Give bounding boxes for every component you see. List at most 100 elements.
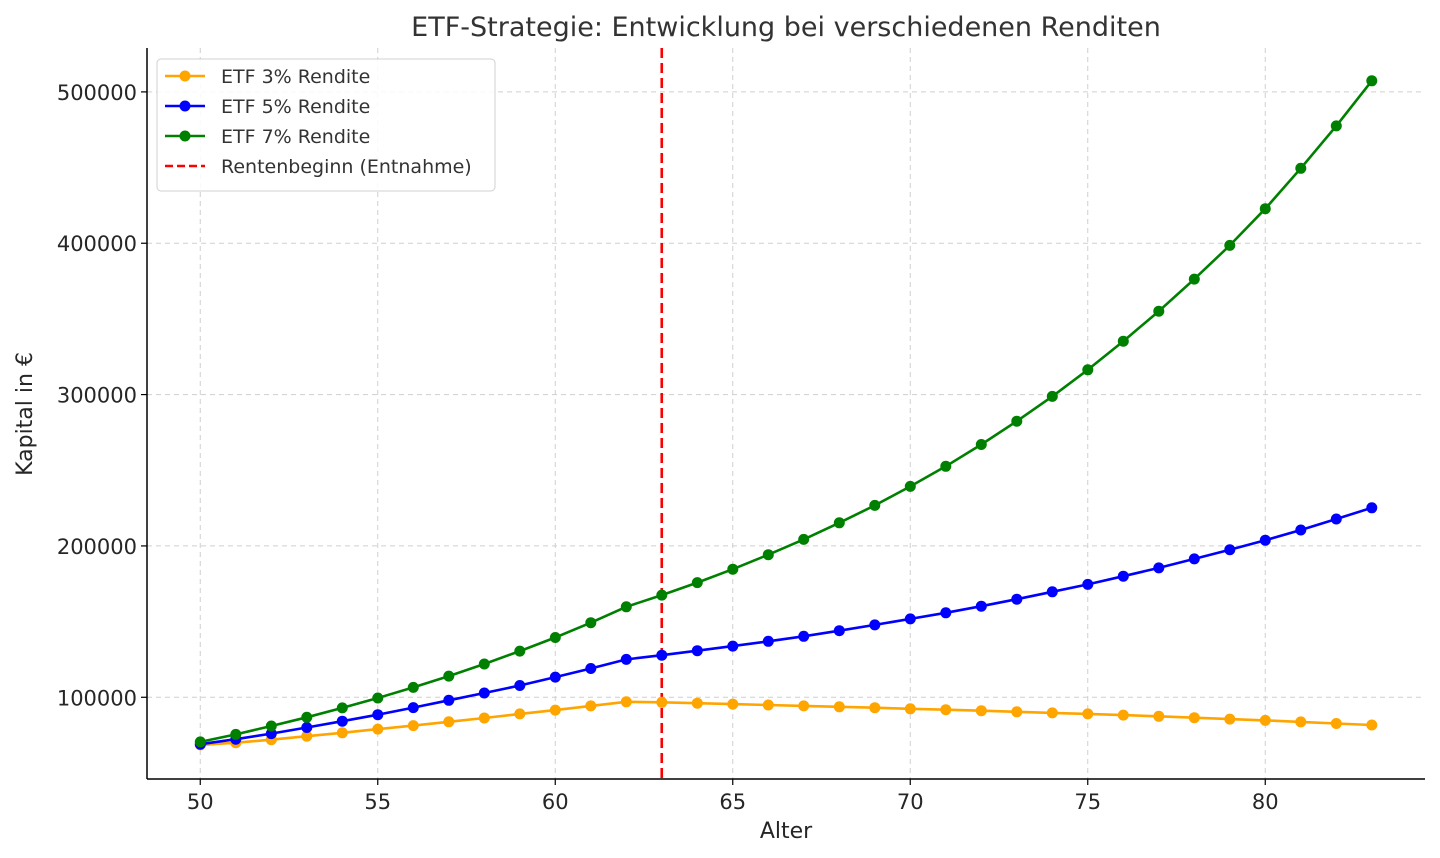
x-axis-label: Alter (760, 819, 813, 844)
data-point (549, 671, 561, 683)
x-tick-label: 55 (364, 790, 391, 814)
data-point (443, 670, 455, 682)
data-point (620, 696, 632, 708)
y-tick-label: 100000 (57, 686, 137, 710)
data-point (301, 730, 313, 742)
data-point (869, 619, 881, 631)
data-point (514, 645, 526, 657)
data-point (336, 702, 348, 714)
data-point (727, 698, 739, 710)
data-point (1295, 524, 1307, 536)
x-ticks: 50 55 60 65 70 75 80 (187, 779, 1279, 814)
data-point (727, 640, 739, 652)
data-point (443, 694, 455, 706)
data-point (1330, 718, 1342, 729)
data-point (904, 480, 916, 492)
data-point (336, 727, 348, 739)
data-point (407, 702, 419, 714)
data-point (869, 499, 881, 511)
data-point (798, 700, 810, 712)
data-point (940, 607, 952, 619)
data-point (620, 653, 632, 665)
data-point (301, 722, 313, 733)
data-point (975, 705, 987, 717)
data-point (407, 681, 419, 693)
x-tick-label: 75 (1074, 790, 1101, 814)
legend-item: ETF 5% Rendite (165, 96, 370, 118)
y-axis-label: Kapital in € (13, 352, 38, 476)
series-1 (194, 696, 1378, 751)
data-point (1117, 570, 1129, 582)
data-point (514, 708, 526, 720)
series-3 (194, 75, 1378, 748)
data-point (478, 687, 490, 699)
data-point (478, 658, 490, 670)
legend-label: ETF 3% Rendite (221, 66, 370, 88)
legend-marker (179, 70, 191, 82)
data-point (372, 723, 384, 735)
data-point (1366, 502, 1378, 514)
legend-label: ETF 7% Rendite (221, 126, 370, 148)
data-point (833, 701, 845, 713)
legend-label: ETF 5% Rendite (221, 96, 370, 118)
data-point (1259, 714, 1271, 726)
series-2 (194, 502, 1378, 750)
data-point (691, 697, 703, 709)
data-point (1011, 593, 1023, 605)
data-point (1117, 335, 1129, 347)
data-point (869, 702, 881, 714)
legend-marker (179, 130, 191, 142)
data-point (265, 728, 277, 740)
data-point (691, 645, 703, 657)
legend-item: ETF 7% Rendite (165, 126, 370, 148)
data-point (372, 709, 384, 721)
x-tick-label: 70 (897, 790, 924, 814)
legend-label: Rentenbeginn (Entnahme) (221, 156, 472, 178)
data-point (265, 720, 277, 732)
y-tick-label: 200000 (57, 535, 137, 559)
data-point (1330, 513, 1342, 525)
data-point (1082, 364, 1094, 376)
x-tick-label: 80 (1252, 790, 1279, 814)
data-point (478, 712, 490, 724)
data-point (1082, 578, 1094, 590)
data-point (372, 692, 384, 704)
data-point (940, 704, 952, 716)
data-point (762, 635, 774, 647)
series-line (200, 79, 1373, 744)
y-tick-label: 300000 (57, 384, 137, 408)
data-point (1188, 273, 1200, 285)
data-point (1046, 390, 1058, 402)
data-point (1011, 415, 1023, 427)
axes (146, 48, 1425, 780)
data-point (727, 563, 739, 575)
data-point (1224, 713, 1236, 725)
data-point (1224, 239, 1236, 251)
legend-item: Rentenbeginn (Entnahme) (165, 156, 472, 178)
data-point (1188, 712, 1200, 724)
data-point (656, 696, 668, 708)
x-tick-label: 60 (542, 790, 569, 814)
data-point (1366, 719, 1378, 731)
data-point (833, 517, 845, 529)
data-point (585, 617, 597, 629)
data-point (691, 577, 703, 589)
data-point (762, 699, 774, 711)
data-point (585, 663, 597, 674)
y-ticks: 100000 200000 300000 400000 500000 (57, 81, 147, 710)
data-point (514, 680, 526, 691)
legend-marker (179, 100, 191, 112)
data-point (1046, 586, 1058, 598)
data-point (798, 630, 810, 642)
data-point (1330, 120, 1342, 132)
data-point (585, 700, 597, 712)
series-line (200, 700, 1372, 747)
data-point (443, 716, 455, 728)
legend-box (156, 58, 496, 192)
data-point (1366, 75, 1378, 87)
y-tick-label: 500000 (57, 81, 137, 105)
series-line (200, 506, 1373, 746)
data-point (975, 439, 987, 450)
data-point (1046, 707, 1058, 719)
